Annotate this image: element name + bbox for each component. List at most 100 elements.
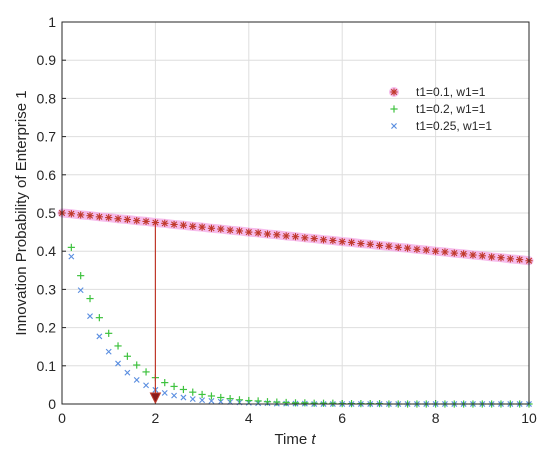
- data-point: [432, 247, 440, 255]
- data-point: [235, 227, 244, 235]
- data-point: [67, 210, 75, 218]
- data-point: [123, 352, 131, 360]
- y-tick-label: 1: [48, 14, 56, 30]
- legend-item: t1=0.25, w1=1: [391, 119, 492, 133]
- data-point: [189, 222, 197, 230]
- data-point: [207, 392, 216, 400]
- data-point: [385, 242, 393, 250]
- y-tick-label: 0.9: [37, 52, 57, 68]
- data-point: [403, 244, 412, 252]
- data-point: [291, 399, 300, 407]
- data-point: [310, 399, 318, 407]
- y-tick-label: 0.6: [37, 167, 57, 183]
- y-tick-label: 0.2: [37, 320, 57, 336]
- x-tick-label: 2: [152, 410, 160, 426]
- y-axis-label: Innovation Probability of Enterprise 1: [13, 90, 30, 335]
- data-point: [226, 395, 234, 403]
- data-point: [114, 215, 122, 223]
- data-point: [469, 251, 477, 259]
- data-point: [171, 392, 178, 399]
- data-point: [217, 225, 225, 233]
- data-point: [338, 238, 346, 246]
- data-point: [123, 215, 131, 224]
- data-point: [105, 348, 112, 355]
- data-point: [254, 229, 262, 237]
- legend-marker: [390, 105, 398, 113]
- x-axis-label: Time t: [274, 431, 316, 448]
- data-point: [291, 233, 300, 241]
- legend-label: t1=0.1, w1=1: [416, 85, 486, 99]
- data-point: [86, 212, 94, 220]
- data-point: [133, 376, 140, 383]
- data-point: [319, 399, 328, 407]
- data-point: [77, 211, 85, 219]
- data-point: [235, 396, 244, 404]
- plot-frame: [61, 21, 530, 405]
- y-tick-labels: 0 0.1 0.2 0.3 0.4 0.5 0.6 0.7 0.8 0.9 1: [37, 14, 57, 412]
- x-tick-label: 8: [432, 410, 440, 426]
- data-point: [310, 234, 318, 243]
- arrow-head: [149, 392, 162, 405]
- data-point: [95, 213, 103, 221]
- data-point: [77, 272, 85, 280]
- data-point: [245, 228, 253, 236]
- data-point: [124, 369, 131, 376]
- legend-label: t1=0.2, w1=1: [416, 102, 486, 116]
- data-point: [301, 234, 309, 242]
- data-point: [488, 253, 496, 261]
- data-point: [375, 241, 384, 250]
- legend-label: t1=0.25, w1=1: [416, 119, 492, 133]
- data-point: [142, 217, 150, 226]
- x-tick-labels: 0 2 4 6 8 10: [58, 410, 537, 426]
- legend-item: t1=0.1, w1=1: [389, 85, 486, 99]
- data-point: [198, 223, 206, 231]
- data-point: [86, 294, 94, 303]
- data-point: [133, 217, 141, 225]
- data-point: [357, 239, 365, 248]
- data-point: [105, 213, 113, 222]
- data-point: [143, 382, 150, 389]
- y-tick-label: 0.7: [37, 129, 57, 145]
- data-point: [198, 390, 206, 399]
- data-point: [105, 329, 113, 337]
- data-point: [366, 240, 374, 248]
- legend-marker: [391, 123, 397, 129]
- data-point: [68, 253, 75, 260]
- y-tick-label: 0.3: [37, 281, 57, 297]
- data-point: [506, 255, 514, 263]
- data-point: [413, 245, 421, 253]
- data-point: [87, 313, 93, 320]
- data-point: [441, 248, 449, 256]
- data-point: [245, 396, 253, 405]
- data-point: [394, 243, 402, 251]
- series-star: [57, 208, 534, 266]
- x-tick-label: 0: [58, 410, 66, 426]
- y-tick-label: 0: [48, 396, 56, 412]
- data-point: [497, 254, 505, 262]
- data-point: [217, 393, 225, 402]
- legend-marker: [390, 88, 398, 96]
- data-point: [142, 368, 150, 376]
- y-tick-label: 0.5: [37, 205, 57, 221]
- data-point: [133, 361, 141, 369]
- data-point: [207, 224, 216, 232]
- data-point: [301, 399, 309, 407]
- data-point: [478, 252, 486, 260]
- data-point: [273, 231, 281, 239]
- legend: t1=0.1, w1=1 t1=0.2, w1=1 t1=0.25, w1=1: [389, 85, 492, 133]
- data-point: [208, 397, 215, 404]
- data-point: [226, 226, 234, 234]
- data-point: [263, 230, 272, 238]
- data-point: [282, 232, 290, 240]
- y-tick-label: 0.8: [37, 90, 57, 106]
- data-point: [319, 236, 328, 244]
- data-point: [95, 314, 103, 322]
- annotation-arrow: [149, 222, 162, 405]
- data-point: [179, 221, 188, 229]
- data-point: [217, 398, 224, 405]
- data-point: [114, 342, 122, 350]
- x-tick-label: 6: [338, 410, 346, 426]
- data-point: [329, 399, 337, 407]
- data-point: [282, 398, 290, 407]
